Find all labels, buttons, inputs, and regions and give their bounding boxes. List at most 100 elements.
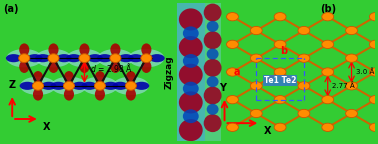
Ellipse shape — [179, 8, 203, 31]
Circle shape — [345, 54, 358, 62]
Ellipse shape — [204, 59, 222, 77]
Ellipse shape — [113, 82, 128, 90]
Ellipse shape — [207, 104, 218, 115]
Ellipse shape — [207, 76, 218, 87]
Ellipse shape — [128, 54, 144, 62]
Ellipse shape — [72, 82, 87, 90]
Circle shape — [125, 81, 136, 90]
Circle shape — [48, 54, 59, 63]
Text: Z: Z — [9, 80, 16, 90]
Ellipse shape — [110, 60, 121, 73]
Circle shape — [33, 81, 43, 90]
Ellipse shape — [183, 26, 199, 40]
Ellipse shape — [56, 54, 72, 62]
Bar — [205, 3, 221, 141]
Circle shape — [298, 109, 310, 118]
Circle shape — [322, 123, 334, 131]
Circle shape — [250, 54, 262, 62]
Circle shape — [274, 95, 286, 104]
Ellipse shape — [27, 54, 43, 62]
Circle shape — [79, 54, 90, 63]
Ellipse shape — [141, 43, 152, 56]
Circle shape — [322, 95, 334, 104]
Circle shape — [322, 40, 334, 49]
Ellipse shape — [19, 60, 29, 73]
Circle shape — [19, 54, 30, 63]
Ellipse shape — [179, 119, 203, 141]
Circle shape — [141, 54, 152, 63]
Ellipse shape — [36, 49, 71, 67]
Ellipse shape — [67, 49, 102, 67]
Circle shape — [226, 123, 239, 131]
Text: 3.0 Å: 3.0 Å — [355, 69, 374, 75]
Bar — [177, 3, 205, 141]
Ellipse shape — [48, 60, 59, 73]
Ellipse shape — [110, 43, 121, 56]
Ellipse shape — [20, 82, 35, 90]
Ellipse shape — [204, 4, 222, 22]
Circle shape — [345, 82, 358, 90]
Text: Y: Y — [218, 83, 226, 93]
Circle shape — [226, 68, 239, 76]
Ellipse shape — [118, 54, 134, 62]
Text: b: b — [280, 46, 288, 56]
Circle shape — [226, 13, 239, 21]
Circle shape — [322, 13, 334, 21]
Ellipse shape — [95, 71, 105, 84]
Ellipse shape — [179, 36, 203, 58]
Text: Te1 Te2: Te1 Te2 — [264, 76, 296, 85]
Ellipse shape — [48, 43, 59, 56]
Circle shape — [274, 40, 286, 49]
Circle shape — [226, 95, 239, 104]
Text: a: a — [233, 67, 240, 77]
Ellipse shape — [207, 21, 218, 32]
Ellipse shape — [82, 77, 118, 95]
Circle shape — [94, 81, 105, 90]
Ellipse shape — [33, 71, 43, 84]
Circle shape — [250, 109, 262, 118]
Text: $d$ = 2.98 Å: $d$ = 2.98 Å — [90, 61, 132, 74]
Ellipse shape — [207, 49, 218, 60]
Ellipse shape — [98, 49, 133, 67]
Circle shape — [298, 82, 310, 90]
Ellipse shape — [126, 88, 136, 101]
Ellipse shape — [183, 109, 199, 123]
Circle shape — [250, 26, 262, 35]
Circle shape — [110, 54, 121, 63]
Ellipse shape — [95, 88, 105, 101]
Ellipse shape — [6, 49, 42, 67]
Ellipse shape — [79, 60, 90, 73]
Text: (a): (a) — [4, 4, 19, 14]
Circle shape — [369, 123, 378, 131]
Circle shape — [274, 123, 286, 131]
Text: (b): (b) — [320, 4, 336, 14]
Circle shape — [322, 68, 334, 76]
Ellipse shape — [79, 43, 90, 56]
Ellipse shape — [204, 87, 222, 105]
Ellipse shape — [126, 71, 136, 84]
Ellipse shape — [179, 91, 203, 113]
Circle shape — [226, 40, 239, 49]
Ellipse shape — [35, 54, 51, 62]
Ellipse shape — [64, 71, 74, 84]
Ellipse shape — [33, 88, 43, 101]
Circle shape — [369, 40, 378, 49]
Ellipse shape — [204, 31, 222, 49]
Ellipse shape — [82, 82, 97, 90]
Ellipse shape — [51, 82, 66, 90]
Text: X: X — [264, 126, 272, 136]
Text: Zigzag: Zigzag — [164, 55, 174, 89]
Ellipse shape — [149, 54, 165, 62]
Text: X: X — [43, 122, 51, 132]
Ellipse shape — [129, 49, 164, 67]
Ellipse shape — [141, 60, 152, 73]
Text: 2.77 Å: 2.77 Å — [332, 83, 355, 89]
Circle shape — [345, 26, 358, 35]
Circle shape — [298, 54, 310, 62]
Circle shape — [369, 68, 378, 76]
Circle shape — [298, 26, 310, 35]
Ellipse shape — [179, 64, 203, 86]
Ellipse shape — [64, 88, 74, 101]
Circle shape — [250, 82, 262, 90]
Circle shape — [274, 13, 286, 21]
